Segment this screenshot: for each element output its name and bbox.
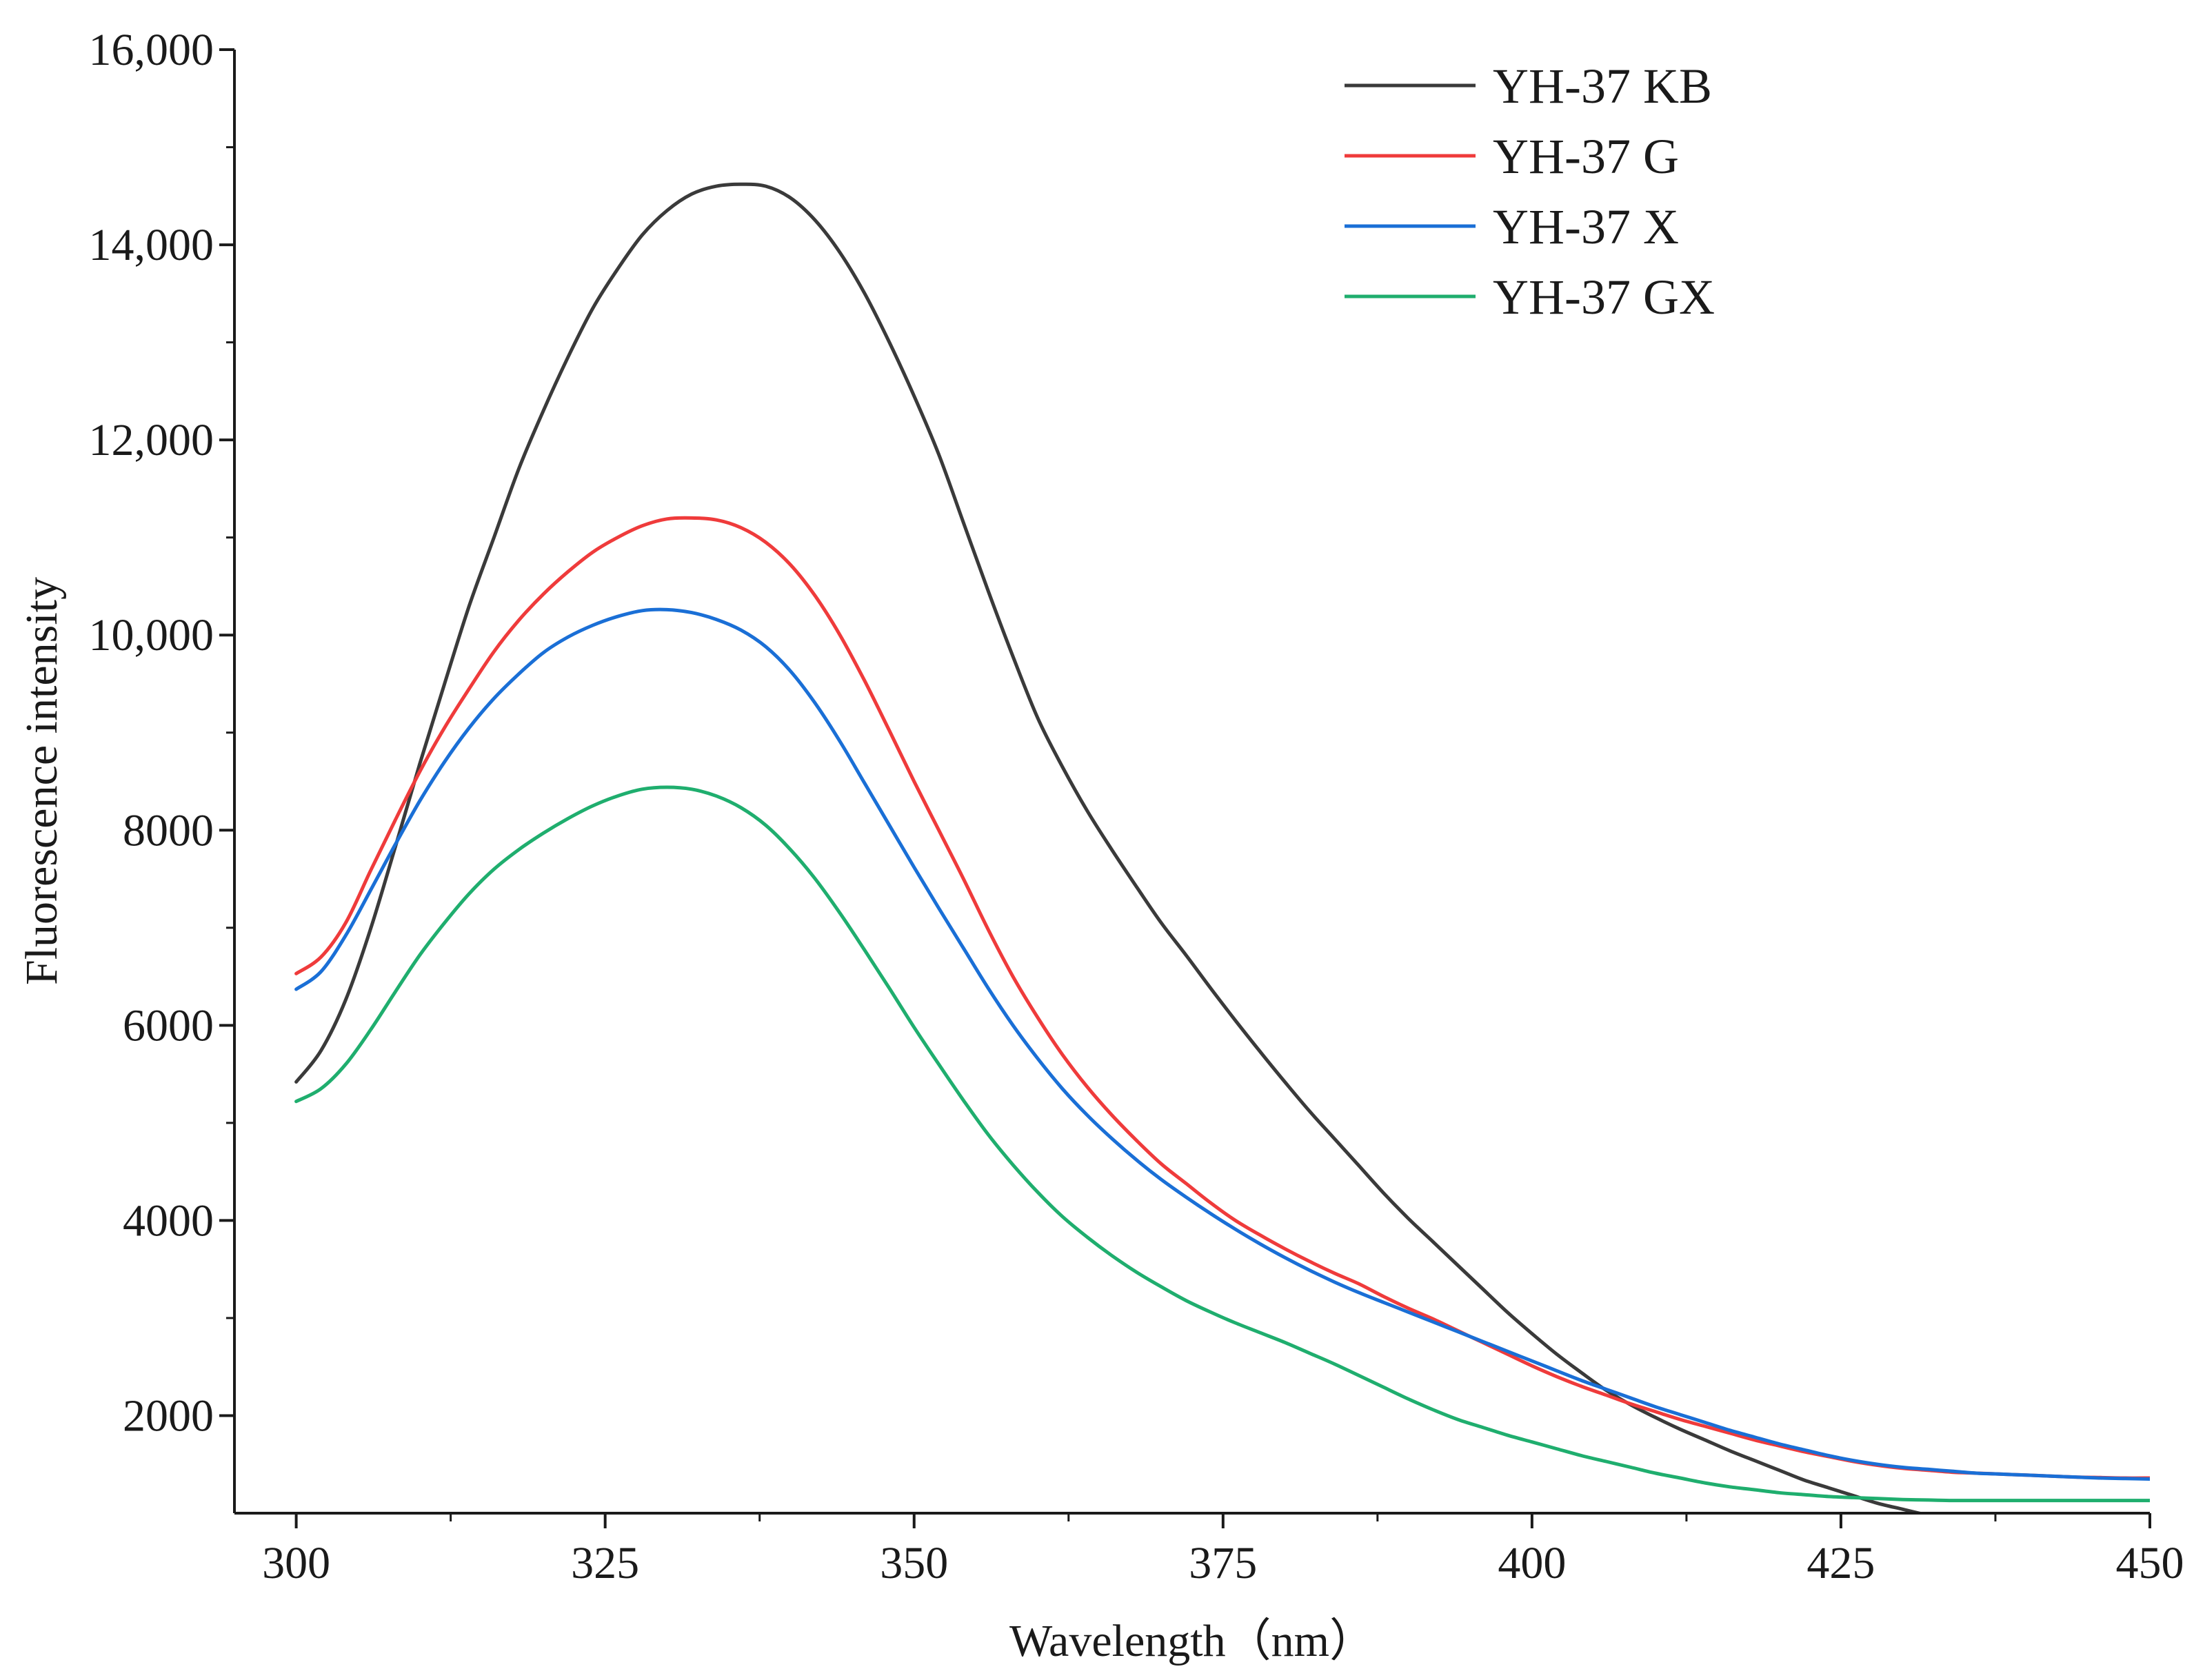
y-tick-label: 16,000: [89, 25, 214, 75]
x-tick-label: 375: [1189, 1538, 1257, 1588]
legend-label: YH-37 KB: [1493, 59, 1712, 114]
x-tick-label: 300: [262, 1538, 330, 1588]
series-lines: [294, 182, 2150, 1512]
x-axis-ticks: 300 325 350 375 400 425 450: [262, 1513, 2184, 1588]
legend: YH-37 KB YH-37 G YH-37 X YH-37 GX: [1345, 59, 1715, 325]
legend-label: YH-37 GX: [1493, 270, 1715, 325]
y-tick-label: 6000: [123, 1000, 214, 1051]
series-line-1: [294, 182, 1921, 1512]
x-tick-label: 450: [2116, 1538, 2184, 1588]
y-tick-label: 2000: [123, 1390, 214, 1441]
y-tick-label: 14,000: [89, 220, 214, 270]
series-line-4: [294, 785, 2150, 1503]
x-tick-label: 425: [1806, 1538, 1875, 1588]
x-axis-title: Wavelength（nm）: [1009, 1616, 1375, 1666]
x-tick-label: 350: [880, 1538, 948, 1588]
legend-label: YH-37 X: [1493, 199, 1679, 254]
y-axis-ticks: 2000 4000 6000 8000 10,000 12,000 14,000 16,000: [89, 25, 234, 1441]
legend-label: YH-37 G: [1493, 129, 1679, 184]
x-tick-label: 400: [1498, 1538, 1566, 1588]
y-tick-label: 4000: [123, 1195, 214, 1246]
series-line-3: [294, 607, 2150, 1481]
x-tick-label: 325: [571, 1538, 639, 1588]
y-tick-label: 8000: [123, 805, 214, 856]
y-tick-label: 12,000: [89, 415, 214, 465]
y-tick-label: 10,000: [89, 610, 214, 660]
y-axis-title: Fluorescence intensity: [17, 577, 67, 985]
